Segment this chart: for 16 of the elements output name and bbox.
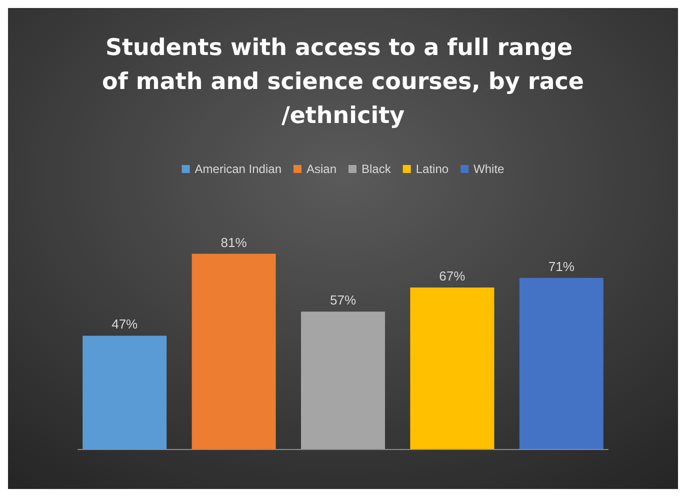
chart-title: Students with access to a full range of math and science courses, by race/ethnicity <box>102 35 584 129</box>
legend-label: Latino <box>416 162 449 176</box>
bar <box>192 254 276 449</box>
legend-label: Asian <box>306 162 337 176</box>
data-label: 71% <box>548 258 575 274</box>
bar <box>82 336 167 449</box>
data-label: 57% <box>330 292 356 308</box>
bar <box>301 312 385 449</box>
legend-label: White <box>474 162 505 176</box>
data-label: 67% <box>439 268 466 284</box>
bar <box>519 278 604 449</box>
legend-label: American Indian <box>194 162 282 176</box>
data-label: 47% <box>112 316 138 332</box>
data-label: 81% <box>220 234 248 250</box>
bar <box>410 288 494 449</box>
legend-label: Black <box>362 162 392 176</box>
